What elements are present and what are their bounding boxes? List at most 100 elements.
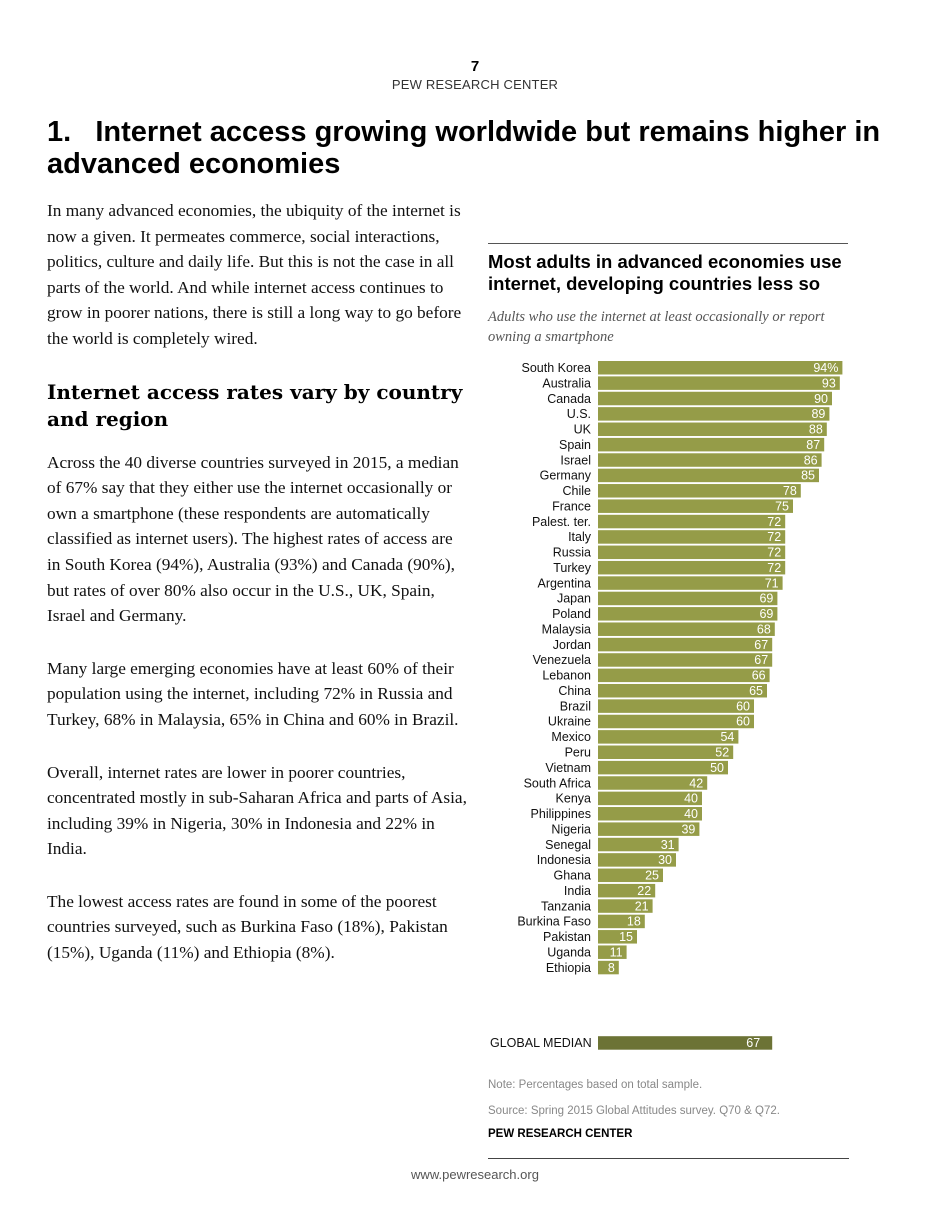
- bar: [598, 653, 773, 667]
- bar: [598, 760, 728, 775]
- bar: [598, 730, 739, 744]
- category-label: Burkina Faso: [517, 915, 591, 929]
- bar: [598, 930, 637, 944]
- value-label: 65: [749, 684, 763, 698]
- category-label: Ethiopia: [546, 961, 591, 975]
- bar: [598, 822, 700, 836]
- bar: [598, 683, 767, 698]
- category-label: Venezuela: [533, 653, 591, 667]
- category-label: South Korea: [522, 361, 592, 375]
- median-bar: [598, 1036, 773, 1050]
- bar: [598, 499, 793, 513]
- bar: [598, 776, 708, 790]
- chart-subtitle: Adults who use the internet at least occ…: [488, 309, 825, 345]
- category-label: Kenya: [556, 792, 591, 806]
- value-label: 52: [715, 746, 729, 760]
- value-label: 69: [759, 592, 773, 606]
- bar: [598, 868, 663, 883]
- category-label: Malaysia: [542, 622, 591, 636]
- value-label: 85: [801, 469, 815, 483]
- value-label: 67: [754, 653, 768, 667]
- category-label: Russia: [553, 546, 591, 560]
- bar: [598, 361, 843, 375]
- body-paragraph: Many large emerging economies have at le…: [47, 658, 459, 729]
- bar: [598, 807, 702, 821]
- value-label: 40: [684, 807, 698, 821]
- bar: [598, 637, 773, 652]
- body-paragraph: The lowest access rates are found in som…: [47, 891, 448, 963]
- bar: [598, 699, 754, 713]
- intro-paragraph: In many advanced economies, the ubiquity…: [47, 201, 462, 348]
- value-label: 72: [767, 530, 781, 544]
- value-label: 60: [736, 715, 750, 729]
- chart-title: Most adults in advanced economies use in…: [488, 251, 842, 294]
- value-label: 72: [767, 515, 781, 529]
- bar: [598, 407, 830, 421]
- body-paragraph: Overall, internet rates are lower in poo…: [47, 762, 467, 859]
- category-label: Brazil: [560, 699, 591, 713]
- value-label: 31: [661, 838, 675, 852]
- category-label: UK: [574, 423, 592, 437]
- value-label: 54: [720, 730, 734, 744]
- footer-url: www.pewresearch.org: [411, 1167, 539, 1182]
- body-paragraph: Across the 40 diverse countries surveyed…: [47, 452, 459, 626]
- bar: [598, 468, 819, 483]
- section-heading: Internet access rates vary by country an…: [47, 379, 463, 431]
- bar: [598, 484, 801, 498]
- bar: [598, 591, 778, 606]
- value-label: 40: [684, 792, 698, 806]
- value-label: 66: [752, 669, 766, 683]
- category-label: Turkey: [553, 561, 591, 575]
- value-label: 78: [783, 484, 797, 498]
- median-value-label: 67: [746, 1036, 760, 1050]
- value-label: 22: [637, 884, 651, 898]
- value-label: 25: [645, 869, 659, 883]
- category-label: Ukraine: [548, 715, 591, 729]
- bar: [598, 545, 786, 560]
- bar: [598, 945, 627, 959]
- value-label: 93: [822, 376, 836, 390]
- bar: [598, 791, 702, 806]
- bar: [598, 514, 786, 529]
- value-label: 72: [767, 546, 781, 560]
- category-label: India: [564, 884, 591, 898]
- chart-top-rule: [488, 243, 848, 244]
- category-label: Ghana: [553, 869, 591, 883]
- bar-chart: South Korea 94% Australia 93 Canada 90 U.S. 89 U…: [490, 361, 843, 1050]
- value-label: 94%: [813, 361, 838, 375]
- category-label: Vietnam: [545, 761, 591, 775]
- value-label: 50: [710, 761, 724, 775]
- value-label: 8: [608, 961, 615, 975]
- chart-source: Source: Spring 2015 Global Attitudes sur…: [488, 1105, 780, 1117]
- category-label: France: [552, 499, 591, 513]
- bar: [598, 914, 645, 929]
- value-label: 71: [765, 576, 779, 590]
- bar: [598, 745, 734, 759]
- value-label: 11: [610, 945, 623, 959]
- value-label: 42: [689, 776, 703, 790]
- bar: [598, 883, 656, 898]
- bar: [598, 899, 653, 913]
- bar: [598, 960, 619, 975]
- value-label: 72: [767, 561, 781, 575]
- running-header: PEW RESEARCH CENTER: [391, 77, 559, 92]
- bar: [598, 576, 783, 590]
- category-label: Palest. ter.: [532, 515, 591, 529]
- category-label: U.S.: [567, 407, 591, 421]
- category-label: Mexico: [551, 730, 591, 744]
- chart-note: Note: Percentages based on total sample.: [488, 1079, 703, 1091]
- category-label: Philippines: [531, 807, 591, 821]
- page-title: 1. Internet access growing worldwide but…: [47, 116, 881, 180]
- value-label: 39: [681, 822, 695, 836]
- category-label: Pakistan: [543, 930, 591, 944]
- category-label: Argentina: [537, 576, 591, 590]
- category-label: Japan: [557, 592, 591, 606]
- category-label: Chile: [563, 484, 592, 498]
- value-label: 15: [619, 930, 633, 944]
- value-label: 67: [754, 638, 768, 652]
- category-label: Indonesia: [537, 853, 591, 867]
- category-label: China: [558, 684, 591, 698]
- category-label: Australia: [542, 376, 591, 390]
- value-label: 30: [658, 853, 672, 867]
- category-label: Poland: [552, 607, 591, 621]
